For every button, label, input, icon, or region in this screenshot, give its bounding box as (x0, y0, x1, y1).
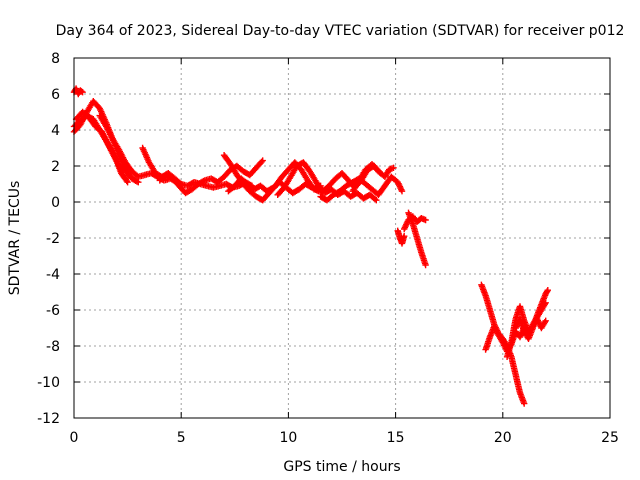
y-tick-label: -6 (46, 303, 60, 319)
y-tick-label: -10 (37, 375, 60, 391)
data-point (544, 287, 551, 294)
chart-title: Day 364 of 2023, Sidereal Day-to-day VTE… (56, 23, 625, 39)
data-point (541, 319, 548, 326)
x-tick-label: 25 (601, 430, 619, 446)
x-axis-label: GPS time / hours (283, 459, 400, 475)
data-point (259, 157, 266, 164)
series-arc-13 (394, 227, 408, 247)
y-tick-label: 4 (51, 123, 60, 139)
data-point (401, 233, 408, 240)
data-point (542, 317, 549, 324)
data-point (135, 179, 142, 186)
series-arc-19 (512, 287, 551, 342)
series-arc-12 (349, 161, 397, 195)
data-point (123, 177, 130, 185)
y-tick-label: 0 (51, 195, 60, 211)
y-tick-label: 8 (51, 51, 60, 67)
data-point (373, 197, 380, 204)
x-tick-label: 20 (494, 430, 512, 446)
series-arc-4 (72, 108, 131, 186)
data-point (422, 216, 429, 224)
y-tick-label: 6 (51, 87, 60, 103)
plot-frame (73, 57, 611, 419)
data-point (258, 158, 265, 165)
series-arc-8 (220, 152, 324, 204)
data-markers (70, 85, 551, 407)
series-arc-1 (70, 85, 86, 98)
axis-ticks: 0 5 10 15 20 25 -12 -10 -8 -6 -4 -2 0 2 4 6 8 (37, 51, 619, 446)
x-tick-label: 5 (177, 430, 186, 446)
y-tick-label: -2 (46, 231, 60, 247)
data-point (79, 89, 86, 96)
x-tick-label: 15 (387, 430, 405, 446)
y-tick-label: 2 (51, 159, 60, 175)
series-arc-7 (156, 157, 266, 197)
data-point (200, 177, 207, 185)
data-point (422, 261, 429, 269)
data-point (521, 400, 528, 407)
data-point (124, 179, 131, 186)
data-point (398, 188, 406, 195)
data-point (78, 88, 85, 95)
data-point (371, 195, 379, 203)
y-axis-label: SDTVAR / TECUs (7, 181, 23, 296)
grid-lines (74, 58, 610, 418)
y-tick-label: -8 (46, 339, 60, 355)
data-point (390, 164, 397, 171)
x-tick-label: 10 (279, 430, 297, 446)
y-tick-label: -12 (37, 411, 60, 427)
series-arc-15 (405, 209, 429, 269)
y-tick-label: -4 (46, 267, 60, 283)
x-tick-label: 0 (70, 430, 79, 446)
